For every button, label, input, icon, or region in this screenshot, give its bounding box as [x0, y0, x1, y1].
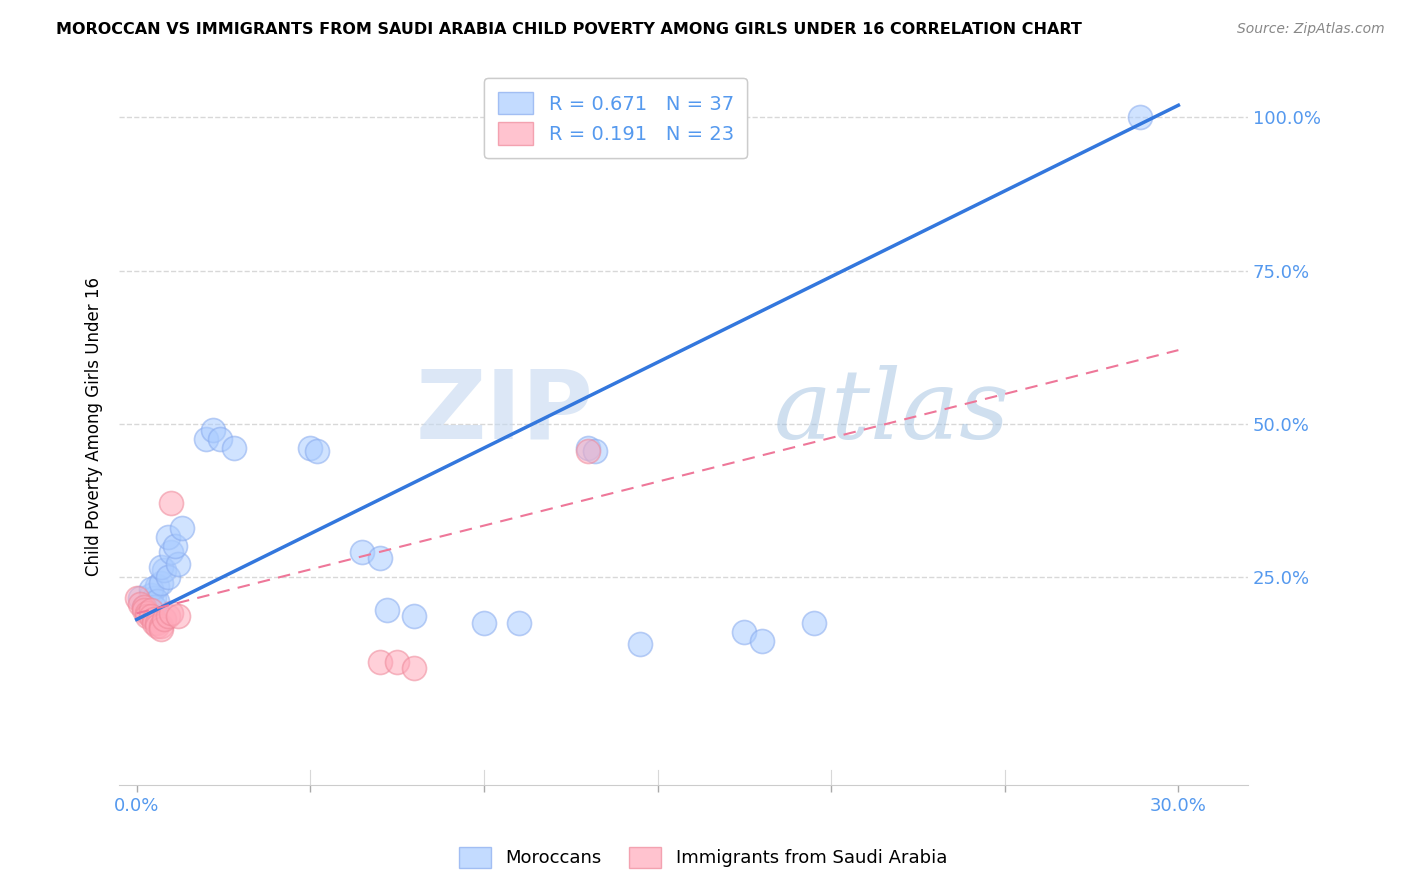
Point — [299, 441, 322, 455]
Point — [139, 582, 162, 596]
Point — [375, 603, 398, 617]
Point — [136, 609, 159, 624]
Point — [167, 558, 190, 572]
Point — [307, 444, 329, 458]
Point — [132, 600, 155, 615]
Point — [404, 609, 426, 624]
Point — [136, 603, 159, 617]
Point — [146, 618, 169, 632]
Point — [125, 591, 148, 605]
Point — [146, 615, 169, 630]
Point — [208, 432, 231, 446]
Point — [368, 656, 391, 670]
Text: atlas: atlas — [773, 366, 1010, 459]
Point — [143, 591, 166, 605]
Point — [143, 612, 166, 626]
Legend: Moroccans, Immigrants from Saudi Arabia: Moroccans, Immigrants from Saudi Arabia — [449, 836, 957, 879]
Legend: R = 0.671   N = 37, R = 0.191   N = 23: R = 0.671 N = 37, R = 0.191 N = 23 — [485, 78, 748, 158]
Point — [404, 661, 426, 675]
Text: Source: ZipAtlas.com: Source: ZipAtlas.com — [1237, 22, 1385, 37]
Point — [153, 564, 176, 578]
Point — [129, 591, 152, 605]
Point — [139, 609, 162, 624]
Point — [628, 637, 651, 651]
Point — [132, 600, 155, 615]
Point — [202, 423, 225, 437]
Y-axis label: Child Poverty Among Girls Under 16: Child Poverty Among Girls Under 16 — [86, 277, 103, 576]
Point — [170, 521, 193, 535]
Point — [143, 615, 166, 630]
Point — [163, 539, 186, 553]
Point — [472, 615, 495, 630]
Point — [156, 530, 179, 544]
Point — [368, 551, 391, 566]
Point — [156, 609, 179, 624]
Point — [751, 633, 773, 648]
Point — [160, 607, 183, 621]
Point — [576, 444, 599, 458]
Text: ZIP: ZIP — [415, 366, 593, 458]
Point — [153, 612, 176, 626]
Point — [222, 441, 245, 455]
Point — [143, 600, 166, 615]
Point — [1129, 111, 1152, 125]
Point — [139, 588, 162, 602]
Point — [160, 496, 183, 510]
Point — [139, 603, 162, 617]
Point — [149, 618, 172, 632]
Point — [195, 432, 218, 446]
Point — [803, 615, 825, 630]
Point — [167, 609, 190, 624]
Point — [352, 545, 374, 559]
Point — [733, 624, 755, 639]
Point — [156, 569, 179, 583]
Point — [146, 594, 169, 608]
Text: MOROCCAN VS IMMIGRANTS FROM SAUDI ARABIA CHILD POVERTY AMONG GIRLS UNDER 16 CORR: MOROCCAN VS IMMIGRANTS FROM SAUDI ARABIA… — [56, 22, 1083, 37]
Point — [136, 607, 159, 621]
Point — [385, 656, 408, 670]
Point — [132, 603, 155, 617]
Point — [149, 575, 172, 590]
Point — [160, 545, 183, 559]
Point — [576, 441, 599, 455]
Point — [583, 444, 606, 458]
Point — [508, 615, 530, 630]
Point — [146, 579, 169, 593]
Point — [149, 622, 172, 636]
Point — [129, 597, 152, 611]
Point — [149, 560, 172, 574]
